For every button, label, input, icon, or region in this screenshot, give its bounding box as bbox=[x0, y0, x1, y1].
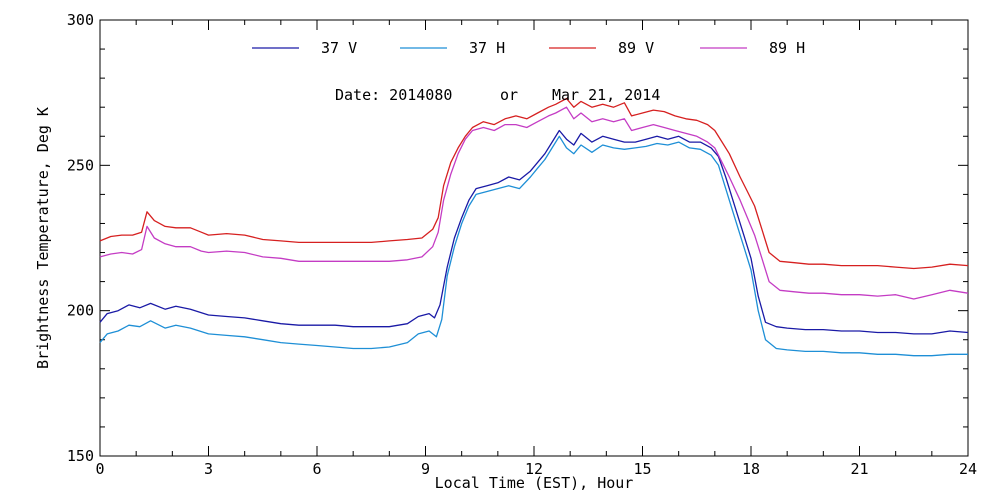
x-tick-label: 12 bbox=[525, 460, 543, 478]
x-axis-ticks: 0 3 6 9 12 15 18 21 24 bbox=[95, 20, 977, 478]
x-tick-label: 0 bbox=[95, 460, 104, 478]
legend-label-37-h: 37 H bbox=[469, 39, 505, 57]
y-axis-ticks: 150 200 250 300 bbox=[67, 11, 968, 465]
legend-label-89-v: 89 V bbox=[618, 39, 654, 57]
series-line-37-h bbox=[99, 135, 968, 357]
or-label: or bbox=[500, 86, 518, 104]
y-tick-label: 150 bbox=[67, 447, 94, 465]
plot-frame bbox=[99, 19, 969, 457]
x-tick-label: 3 bbox=[204, 460, 213, 478]
legend-label-89-h: 89 H bbox=[769, 39, 805, 57]
y-tick-label: 250 bbox=[67, 156, 94, 174]
x-tick-label: 15 bbox=[633, 460, 651, 478]
x-tick-label: 9 bbox=[421, 460, 430, 478]
x-tick-label: 24 bbox=[959, 460, 977, 478]
y-tick-label: 200 bbox=[67, 302, 94, 320]
x-tick-label: 6 bbox=[312, 460, 321, 478]
series-line-89-h bbox=[99, 106, 969, 300]
x-tick-label: 18 bbox=[742, 460, 760, 478]
legend: 37 V 37 H 89 V 89 H bbox=[252, 39, 805, 57]
x-axis-label: Local Time (EST), Hour bbox=[435, 474, 634, 492]
series-line-37-v bbox=[99, 129, 969, 335]
y-axis-label: Brightness Temperature, Deg K bbox=[34, 107, 52, 369]
date-label: Date: 2014080 bbox=[335, 86, 452, 104]
y-tick-label: 300 bbox=[67, 11, 94, 29]
legend-label-37-v: 37 V bbox=[321, 39, 357, 57]
series-line-89-v bbox=[99, 97, 969, 270]
date-text: Mar 21, 2014 bbox=[552, 86, 660, 104]
series-lines bbox=[99, 97, 969, 357]
x-tick-label: 21 bbox=[850, 460, 868, 478]
